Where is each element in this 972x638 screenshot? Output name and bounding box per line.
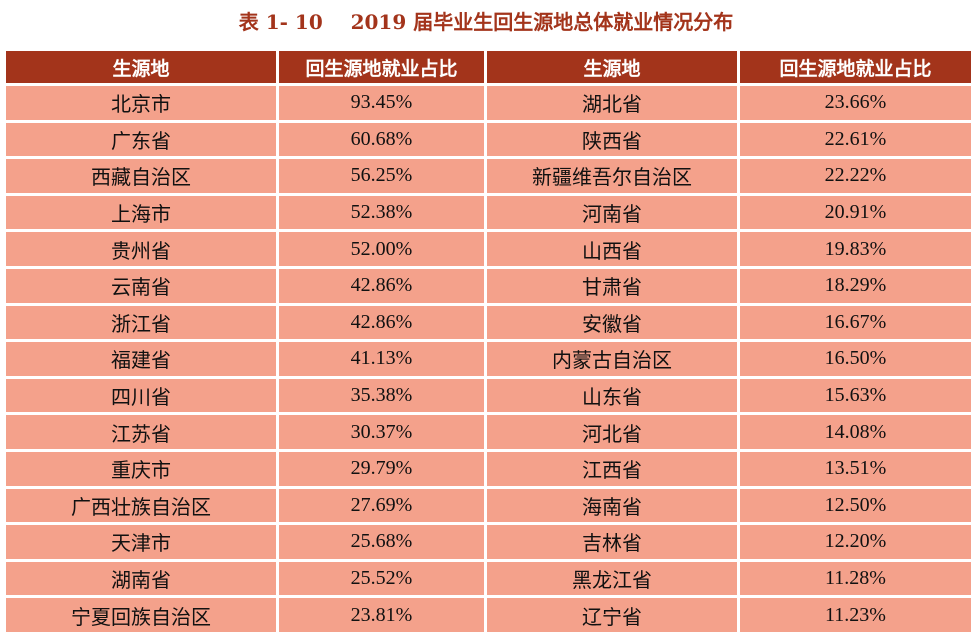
origin-cell-right: 辽宁省 — [487, 598, 737, 632]
table-row: 北京市 93.45% 湖北省 23.66% — [6, 86, 971, 120]
ratio-cell-right: 12.20% — [740, 525, 971, 559]
ratio-cell-right: 11.23% — [740, 598, 971, 632]
header-origin-left: 生源地 — [6, 51, 276, 83]
origin-cell-right: 内蒙古自治区 — [487, 342, 737, 376]
ratio-cell-right: 19.83% — [740, 232, 971, 266]
origin-cell-left: 广西壮族自治区 — [6, 488, 276, 523]
header-origin-right: 生源地 — [487, 51, 737, 83]
table-row: 广东省 60.68% 陕西省 22.61% — [6, 122, 971, 157]
table-body: 北京市 93.45% 湖北省 23.66% 广东省 60.68% 陕西省 22.61% 西藏自治… — [6, 86, 971, 632]
ratio-cell-left: 42.86% — [279, 268, 484, 303]
ratio-cell-left: 30.37% — [279, 415, 484, 449]
origin-cell-left: 北京市 — [6, 86, 276, 120]
ratio-cell-left: 27.69% — [279, 488, 484, 523]
ratio-cell-left: 60.68% — [279, 122, 484, 157]
origin-cell-left: 福建省 — [6, 342, 276, 376]
origin-cell-right: 山东省 — [487, 378, 737, 413]
ratio-cell-left: 93.45% — [279, 86, 484, 120]
ratio-cell-right: 22.61% — [740, 122, 971, 157]
ratio-cell-right: 23.66% — [740, 86, 971, 120]
table-row: 云南省 42.86% 甘肃省 18.29% — [6, 268, 971, 303]
origin-cell-right: 海南省 — [487, 488, 737, 523]
header-ratio-left: 回生源地就业占比 — [279, 51, 484, 83]
employment-distribution-table: 生源地 回生源地就业占比 生源地 回生源地就业占比 北京市 93.45% 湖北省 23… — [3, 48, 972, 635]
table-row: 重庆市 29.79% 江西省 13.51% — [6, 451, 971, 486]
ratio-cell-left: 25.68% — [279, 525, 484, 559]
origin-cell-left: 天津市 — [6, 525, 276, 559]
ratio-cell-left: 41.13% — [279, 342, 484, 376]
ratio-cell-right: 22.22% — [740, 159, 971, 193]
ratio-cell-right: 14.08% — [740, 415, 971, 449]
table-row: 上海市 52.38% 河南省 20.91% — [6, 195, 971, 230]
table-row: 西藏自治区 56.25% 新疆维吾尔自治区 22.22% — [6, 159, 971, 193]
ratio-cell-right: 11.28% — [740, 561, 971, 596]
origin-cell-right: 吉林省 — [487, 525, 737, 559]
origin-cell-right: 甘肃省 — [487, 268, 737, 303]
ratio-cell-left: 56.25% — [279, 159, 484, 193]
header-ratio-right: 回生源地就业占比 — [740, 51, 971, 83]
table-row: 福建省 41.13% 内蒙古自治区 16.50% — [6, 342, 971, 376]
ratio-cell-right: 15.63% — [740, 378, 971, 413]
ratio-cell-right: 18.29% — [740, 268, 971, 303]
origin-cell-right: 湖北省 — [487, 86, 737, 120]
origin-cell-right: 黑龙江省 — [487, 561, 737, 596]
origin-cell-left: 贵州省 — [6, 232, 276, 266]
origin-cell-right: 河南省 — [487, 195, 737, 230]
origin-cell-left: 重庆市 — [6, 451, 276, 486]
table-row: 天津市 25.68% 吉林省 12.20% — [6, 525, 971, 559]
ratio-cell-right: 12.50% — [740, 488, 971, 523]
ratio-cell-right: 16.50% — [740, 342, 971, 376]
origin-cell-left: 上海市 — [6, 195, 276, 230]
ratio-cell-right: 20.91% — [740, 195, 971, 230]
origin-cell-right: 江西省 — [487, 451, 737, 486]
origin-cell-right: 山西省 — [487, 232, 737, 266]
origin-cell-left: 四川省 — [6, 378, 276, 413]
ratio-cell-left: 23.81% — [279, 598, 484, 632]
ratio-cell-left: 42.86% — [279, 305, 484, 340]
origin-cell-left: 云南省 — [6, 268, 276, 303]
origin-cell-left: 西藏自治区 — [6, 159, 276, 193]
table-caption: 表 1- 10 2019 届毕业生回生源地总体就业情况分布 — [238, 10, 734, 34]
table-header-row: 生源地 回生源地就业占比 生源地 回生源地就业占比 — [6, 51, 971, 83]
ratio-cell-left: 52.00% — [279, 232, 484, 266]
table-row: 宁夏回族自治区 23.81% 辽宁省 11.23% — [6, 598, 971, 632]
table-row: 浙江省 42.86% 安徽省 16.67% — [6, 305, 971, 340]
ratio-cell-right: 13.51% — [740, 451, 971, 486]
ratio-cell-left: 35.38% — [279, 378, 484, 413]
origin-cell-left: 湖南省 — [6, 561, 276, 596]
origin-cell-left: 江苏省 — [6, 415, 276, 449]
table-row: 广西壮族自治区 27.69% 海南省 12.50% — [6, 488, 971, 523]
table-row: 江苏省 30.37% 河北省 14.08% — [6, 415, 971, 449]
origin-cell-left: 宁夏回族自治区 — [6, 598, 276, 632]
ratio-cell-left: 25.52% — [279, 561, 484, 596]
origin-cell-right: 陕西省 — [487, 122, 737, 157]
table-row: 湖南省 25.52% 黑龙江省 11.28% — [6, 561, 971, 596]
ratio-cell-left: 29.79% — [279, 451, 484, 486]
origin-cell-left: 浙江省 — [6, 305, 276, 340]
origin-cell-left: 广东省 — [6, 122, 276, 157]
table-row: 贵州省 52.00% 山西省 19.83% — [6, 232, 971, 266]
ratio-cell-right: 16.67% — [740, 305, 971, 340]
origin-cell-right: 安徽省 — [487, 305, 737, 340]
origin-cell-right: 新疆维吾尔自治区 — [487, 159, 737, 193]
table-row: 四川省 35.38% 山东省 15.63% — [6, 378, 971, 413]
origin-cell-right: 河北省 — [487, 415, 737, 449]
ratio-cell-left: 52.38% — [279, 195, 484, 230]
